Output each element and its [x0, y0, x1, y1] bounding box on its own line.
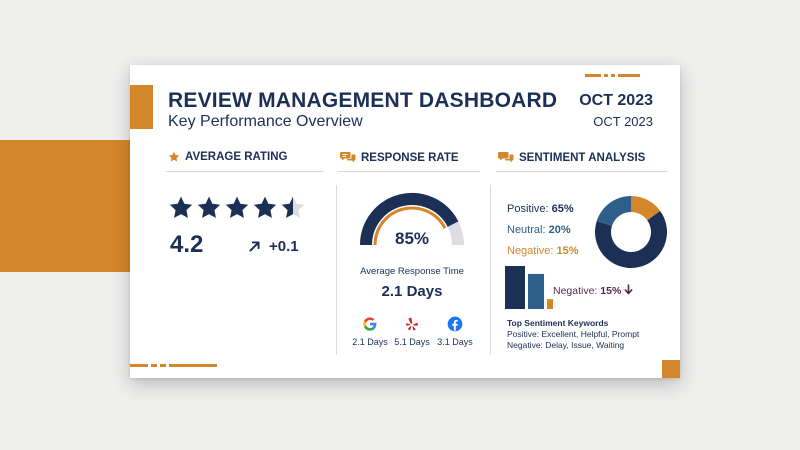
bar-negative [547, 299, 553, 309]
sentiment-bar-chart [505, 266, 553, 309]
keywords-title: Top Sentiment Keywords [507, 318, 609, 328]
divider [496, 171, 668, 172]
average-rating-heading: AVERAGE RATING [168, 151, 287, 163]
arrow-up-right-icon [249, 241, 260, 252]
star-icon [169, 196, 193, 218]
sentiment-neutral-value: 20% [548, 224, 571, 236]
average-response-time-value: 2.1 Days [381, 283, 443, 300]
google-icon [363, 317, 377, 331]
platform-facebook: 3.1 Days [425, 316, 485, 347]
sentiment-negative-label: Negative: [507, 245, 554, 257]
donut-slice-negative [631, 196, 661, 221]
star-icon [197, 196, 221, 218]
background-accent-block [0, 140, 138, 272]
sentiment-neutral: Neutral: 20% [507, 224, 571, 236]
sentiment-positive-value: 65% [551, 203, 574, 215]
average-response-time-label: Average Response Time [360, 266, 464, 277]
card-accent-corner [662, 360, 680, 378]
facebook-response-time: 3.1 Days [437, 337, 473, 347]
average-rating-label: AVERAGE RATING [185, 151, 288, 163]
yelp-response-time: 5.1 Days [394, 337, 430, 347]
page-title: REVIEW MANAGEMENT DASHBOARD [168, 89, 558, 112]
average-rating-value: 4.2 [170, 231, 204, 258]
platform-google: 2.1 Days [340, 316, 400, 347]
chat-bubbles-icon [498, 152, 514, 163]
sentiment-analysis-label: SENTIMENT ANALYSIS [519, 151, 646, 164]
keywords-negative: Negative: Delay, Issue, Waiting [507, 340, 625, 350]
response-rate-gauge [360, 193, 464, 246]
dashboard-card: REVIEW MANAGEMENT DASHBOARD Key Performa… [130, 65, 680, 378]
sentiment-analysis-heading: SENTIMENT ANALYSIS [498, 151, 645, 164]
negative-trend-value: 15% [600, 285, 622, 297]
sentiment-negative-value: 15% [556, 245, 579, 257]
date-period: OCT 2023 [579, 92, 653, 109]
sentiment-neutral-label: Neutral: [507, 224, 546, 236]
yelp-icon [406, 317, 418, 331]
sentiment-positive: Positive: 65% [507, 203, 574, 215]
donut-slice-positive [595, 210, 667, 268]
divider [166, 171, 324, 172]
gauge-fill [360, 193, 459, 246]
rating-trend-value: +0.1 [269, 238, 299, 255]
chat-bubbles-icon [340, 152, 356, 163]
response-rate-value: 85% [394, 229, 430, 248]
negative-trend: Negative: 15% [553, 284, 633, 297]
google-response-time: 2.1 Days [352, 337, 388, 347]
donut-slice-neutral [596, 196, 631, 226]
vertical-divider [490, 185, 491, 355]
star-icon [168, 151, 180, 162]
card-accent-left [130, 85, 153, 129]
keywords-positive: Positive: Excellent, Helpful, Prompt [507, 329, 640, 339]
sentiment-positive-label: Positive: [507, 203, 549, 215]
platform-yelp: 5.1 Days [382, 316, 442, 347]
sentiment-negative: Negative: 15% [507, 245, 579, 257]
facebook-icon [447, 316, 463, 332]
vertical-divider [336, 185, 337, 355]
decorative-dashes-top [585, 74, 640, 77]
star-icon [281, 196, 305, 218]
bar-positive [505, 266, 525, 309]
rating-trend: +0.1 [248, 238, 299, 255]
page-subtitle: Key Performance Overview [168, 113, 363, 130]
divider [338, 171, 480, 172]
date-period-secondary: OCT 2023 [593, 114, 653, 129]
response-rate-label: RESPONSE RATE [361, 151, 459, 164]
star-rating [168, 195, 306, 221]
response-rate-heading: RESPONSE RATE [340, 151, 459, 164]
decorative-dashes-bottom [130, 364, 217, 367]
gauge-inner-ring [373, 206, 447, 246]
star-icon [253, 196, 277, 218]
star-icon [225, 196, 249, 218]
negative-trend-label: Negative: [553, 285, 598, 297]
bar-neutral [528, 273, 544, 309]
arrow-down-icon [624, 284, 633, 295]
sentiment-donut-chart [595, 196, 667, 268]
